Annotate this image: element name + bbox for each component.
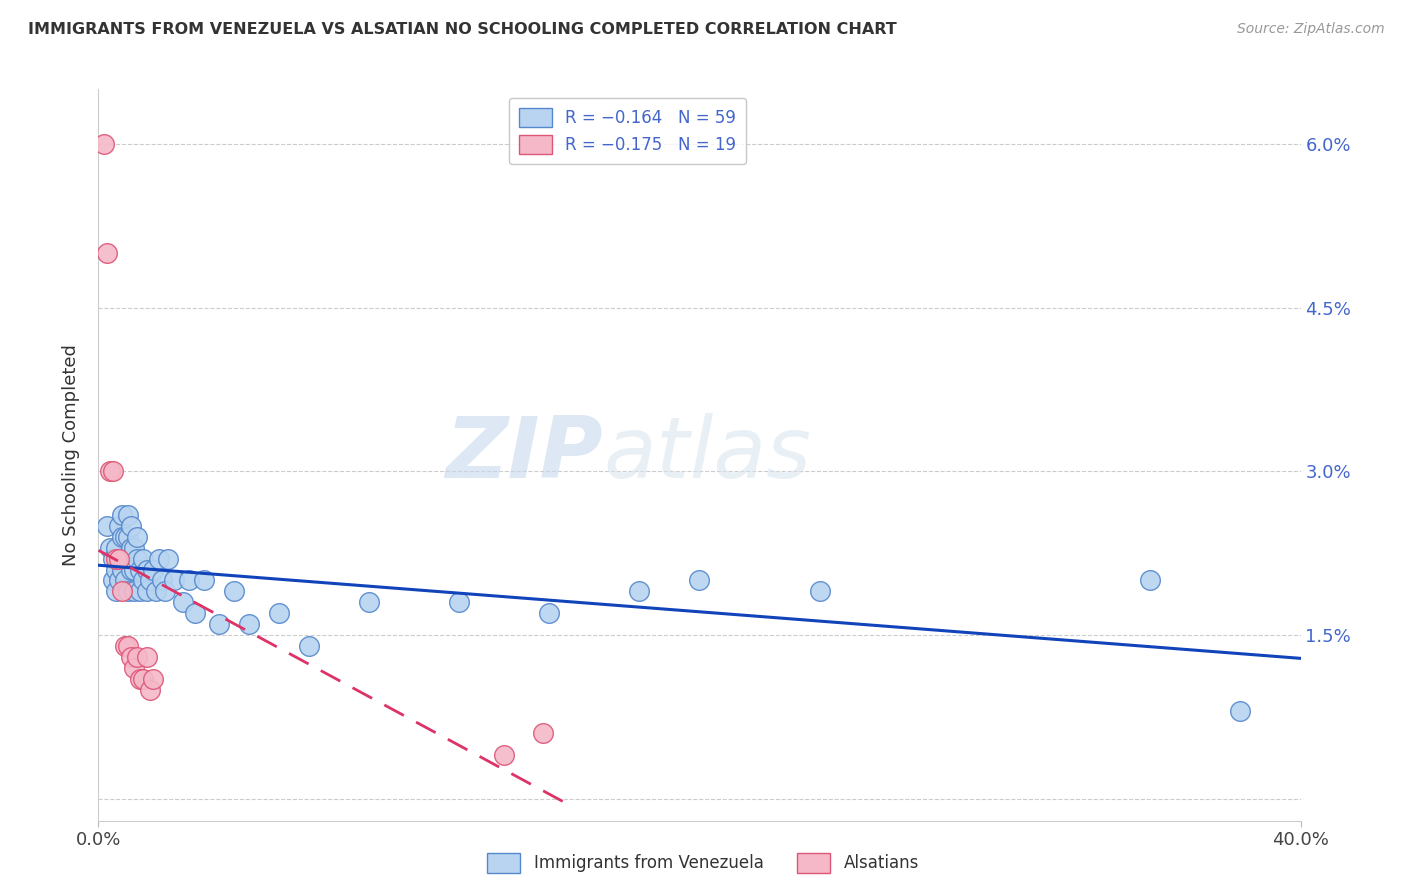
Point [208,617,231,632]
Point [114,574,136,588]
Text: IMMIGRANTS FROM VENEZUELA VS ALSATIAN NO SCHOOLING COMPLETED CORRELATION CHART: IMMIGRANTS FROM VENEZUELA VS ALSATIAN NO… [28,22,897,37]
Point [141,672,163,686]
Point [145,584,167,599]
Point [124,563,146,577]
Point [121,541,143,555]
Point [111,563,134,577]
Point [162,574,184,588]
Point [135,649,157,664]
Point [114,551,136,566]
Point [124,541,146,555]
Point [177,574,200,588]
Point [132,574,155,588]
Point [108,519,131,533]
Point [129,563,152,577]
Point [298,639,321,653]
Point [103,574,125,588]
Point [494,748,516,763]
Point [132,551,155,566]
Point [808,584,831,599]
Point [172,595,194,609]
Point [135,563,157,577]
Point [628,584,651,599]
Legend: R = −0.164   N = 59, R = −0.175   N = 19: R = −0.164 N = 59, R = −0.175 N = 19 [509,97,747,164]
Point [1139,574,1161,588]
Point [96,246,118,260]
Point [124,661,146,675]
Point [114,639,136,653]
Point [111,530,134,544]
Point [108,574,131,588]
Point [193,574,215,588]
Point [105,541,128,555]
Point [105,551,128,566]
Point [114,530,136,544]
Point [153,584,176,599]
Point [117,530,139,544]
Point [111,584,134,599]
Point [150,574,173,588]
Point [103,551,125,566]
Point [531,726,554,740]
Point [267,606,290,620]
Point [121,519,143,533]
Point [141,563,163,577]
Point [222,584,245,599]
Point [117,551,139,566]
Point [357,595,380,609]
Point [132,672,155,686]
Point [103,464,125,478]
Point [127,551,149,566]
Point [105,563,128,577]
Point [148,551,170,566]
Point [121,649,143,664]
Point [183,606,205,620]
Legend: Immigrants from Venezuela, Alsatians: Immigrants from Venezuela, Alsatians [481,847,925,880]
Point [538,606,561,620]
Point [138,682,160,697]
Text: atlas: atlas [603,413,811,497]
Point [124,584,146,599]
Point [108,551,131,566]
Point [138,574,160,588]
Point [127,530,149,544]
Point [447,595,470,609]
Point [111,508,134,522]
Y-axis label: No Schooling Completed: No Schooling Completed [62,344,80,566]
Point [129,672,152,686]
Point [129,584,152,599]
Point [127,649,149,664]
Point [689,574,711,588]
Point [117,584,139,599]
Point [117,639,139,653]
Point [121,563,143,577]
Point [156,551,179,566]
Point [117,508,139,522]
Point [108,551,131,566]
Point [100,464,122,478]
Point [135,584,157,599]
Point [96,519,118,533]
Point [100,541,122,555]
Text: Source: ZipAtlas.com: Source: ZipAtlas.com [1237,22,1385,37]
Point [105,584,128,599]
Point [93,136,115,151]
Text: ZIP: ZIP [446,413,603,497]
Point [1229,705,1251,719]
Point [238,617,260,632]
